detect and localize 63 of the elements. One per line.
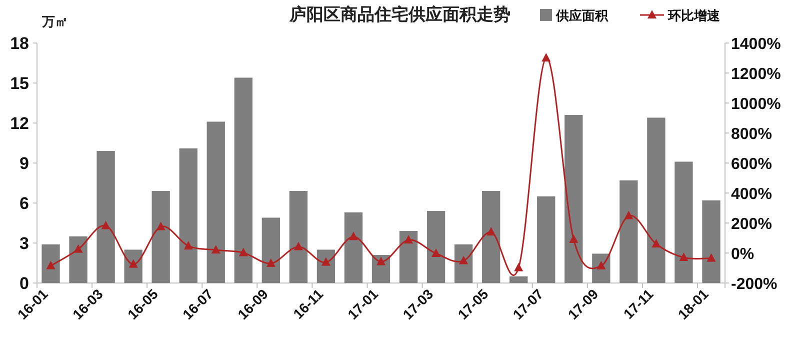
bar (344, 212, 363, 283)
point (266, 258, 276, 267)
point (211, 245, 220, 254)
point (542, 53, 551, 62)
y2-tick-label: 800% (731, 126, 772, 143)
bar (510, 276, 528, 283)
bar (564, 115, 583, 283)
bar (96, 151, 115, 283)
bar (647, 118, 666, 283)
bar (454, 244, 473, 283)
y2-tick-label: -200% (731, 276, 778, 293)
y2-tick-label: 1400% (731, 36, 781, 53)
point (459, 256, 468, 264)
point (624, 210, 634, 220)
bar (674, 162, 693, 283)
y2-tick-label: 1200% (731, 66, 781, 83)
point (238, 248, 248, 256)
y-tick-label: 0 (20, 274, 29, 293)
bar (262, 218, 280, 283)
bar (482, 191, 500, 283)
point (348, 232, 358, 240)
y2-tick-label: 200% (731, 216, 772, 233)
point (404, 234, 414, 244)
point (514, 262, 524, 272)
point (294, 242, 303, 250)
bar (426, 211, 446, 283)
y2-tick-label: 1000% (731, 96, 781, 113)
point (74, 244, 83, 253)
point (706, 253, 716, 262)
bar (289, 191, 308, 283)
y-tick-label: 18 (10, 34, 29, 53)
y2-tick-label: 400% (731, 186, 772, 203)
legend-label: 环比增速 (667, 8, 721, 23)
point (184, 240, 193, 250)
point (46, 260, 56, 270)
point (569, 234, 578, 243)
y-tick-label: 6 (20, 194, 29, 213)
point (376, 256, 386, 266)
bar (537, 196, 556, 283)
bar (702, 200, 720, 283)
legend-label: 供应面积 (555, 8, 609, 23)
y-axis-title: 万㎡ (41, 14, 68, 29)
point (101, 220, 110, 230)
y-tick-label: 15 (10, 74, 29, 93)
point (486, 227, 496, 236)
y2-tick-label: 600% (731, 156, 772, 173)
bar (399, 231, 418, 283)
y2-tick-label: 0% (731, 246, 754, 263)
y-tick-label: 9 (20, 154, 29, 173)
point (679, 252, 688, 261)
y-tick-label: 3 (20, 234, 29, 253)
bar (620, 180, 638, 283)
point (652, 239, 661, 248)
y-tick-label: 12 (10, 114, 29, 133)
chart-title: 庐阳区商品住宅供应面积走势 (288, 5, 510, 24)
point (432, 248, 441, 257)
bar (69, 236, 88, 283)
bar (206, 122, 225, 283)
bar (179, 148, 198, 283)
bar (152, 191, 170, 283)
point (156, 222, 166, 230)
bar (234, 78, 252, 283)
bar (42, 244, 60, 283)
